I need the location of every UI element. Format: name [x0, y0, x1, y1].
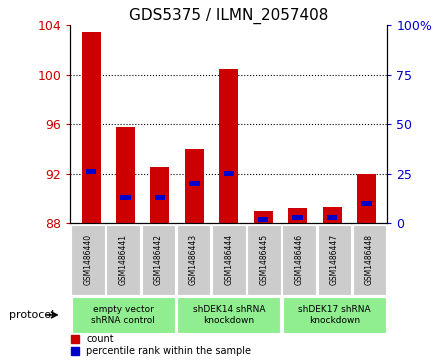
Title: GDS5375 / ILMN_2057408: GDS5375 / ILMN_2057408: [129, 8, 329, 24]
Bar: [224, 171, 234, 176]
Bar: [327, 215, 337, 220]
Bar: [185, 149, 204, 223]
Text: protocol: protocol: [9, 310, 54, 320]
Text: GSM1486446: GSM1486446: [295, 234, 304, 285]
Text: GSM1486445: GSM1486445: [260, 234, 268, 285]
Bar: [288, 208, 307, 223]
Text: GSM1486442: GSM1486442: [154, 234, 163, 285]
Bar: [361, 201, 372, 206]
Text: GSM1486444: GSM1486444: [224, 234, 233, 285]
Bar: [120, 195, 131, 200]
Bar: [357, 174, 376, 223]
Bar: [116, 127, 135, 223]
Text: shDEK14 shRNA
knockdown: shDEK14 shRNA knockdown: [193, 305, 265, 325]
Text: empty vector
shRNA control: empty vector shRNA control: [91, 305, 155, 325]
Legend: count, percentile rank within the sample: count, percentile rank within the sample: [71, 334, 251, 356]
Bar: [86, 169, 96, 174]
Text: shDEK17 shRNA
knockdown: shDEK17 shRNA knockdown: [298, 305, 371, 325]
Bar: [219, 69, 238, 223]
Text: GSM1486443: GSM1486443: [189, 234, 198, 285]
Text: GSM1486448: GSM1486448: [365, 234, 374, 285]
Bar: [189, 181, 200, 186]
Bar: [155, 195, 165, 200]
Bar: [254, 211, 273, 223]
Bar: [258, 217, 268, 221]
Text: GSM1486441: GSM1486441: [119, 234, 128, 285]
Text: GSM1486447: GSM1486447: [330, 234, 339, 285]
Text: GSM1486440: GSM1486440: [84, 234, 92, 285]
Bar: [293, 215, 303, 220]
Bar: [150, 167, 169, 223]
Bar: [323, 207, 341, 223]
Bar: [81, 32, 100, 223]
